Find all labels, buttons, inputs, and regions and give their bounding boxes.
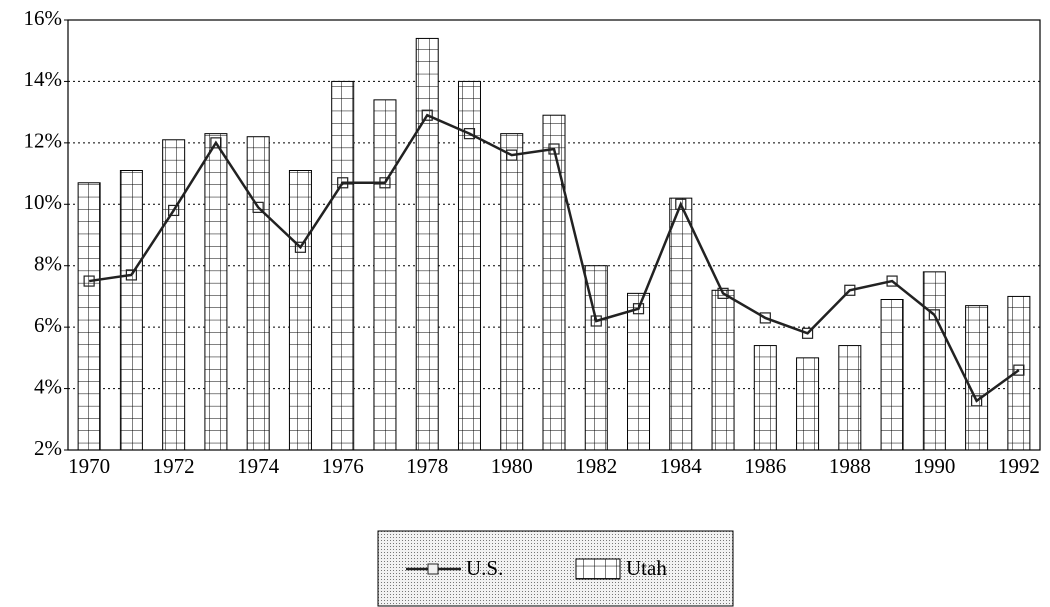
line-marker — [379, 177, 391, 189]
bar-pattern — [415, 37, 439, 451]
x-tick-label: 1990 — [913, 454, 955, 478]
y-tick-label: 10% — [24, 190, 63, 214]
plot-frame — [67, 19, 1041, 451]
line-marker — [548, 143, 560, 155]
x-tick-label: 1992 — [998, 454, 1040, 478]
legend-label: Utah — [626, 556, 667, 580]
legend-swatch-pattern — [575, 558, 621, 580]
bar-pattern — [542, 114, 566, 451]
y-tick-label: 8% — [34, 252, 62, 276]
bar-pattern — [77, 182, 101, 451]
line-marker — [759, 312, 771, 324]
x-tick-label: 1988 — [829, 454, 871, 478]
y-tick-label: 14% — [24, 67, 63, 91]
line-marker — [210, 137, 222, 149]
line-marker — [844, 284, 856, 296]
bar-pattern — [500, 133, 524, 451]
bar-pattern — [922, 271, 946, 451]
bar-pattern — [753, 345, 777, 451]
bar-pattern — [288, 170, 312, 451]
bar-pattern — [1007, 295, 1031, 451]
bar-pattern — [119, 170, 143, 451]
bar-pattern — [627, 292, 651, 451]
y-tick-label: 16% — [24, 6, 63, 30]
bar-pattern — [965, 305, 989, 451]
y-tick-label: 4% — [34, 374, 62, 398]
line-marker — [928, 309, 940, 321]
bar-pattern — [669, 197, 693, 451]
line-marker — [590, 315, 602, 327]
line-marker — [675, 198, 687, 210]
line-marker — [83, 275, 95, 287]
x-tick-label: 1978 — [406, 454, 448, 478]
bar-pattern — [796, 357, 820, 451]
x-tick-label: 1986 — [744, 454, 786, 478]
bar-pattern — [246, 136, 270, 451]
line-marker — [294, 241, 307, 253]
x-tick-label: 1982 — [575, 454, 617, 478]
bar-pattern — [331, 80, 355, 451]
line — [88, 113, 1020, 403]
bar-pattern — [838, 345, 862, 451]
x-tick-label: 1970 — [68, 454, 110, 478]
bar-pattern — [880, 299, 904, 451]
x-tick-label: 1972 — [153, 454, 195, 478]
y-tick-label: 12% — [24, 129, 63, 153]
line-marker — [632, 303, 645, 315]
y-tick-label: 2% — [34, 436, 62, 460]
line-marker — [886, 275, 898, 287]
line-marker — [1013, 364, 1025, 376]
bar-pattern — [162, 139, 186, 451]
bar-pattern — [373, 99, 397, 451]
line-marker — [125, 269, 137, 281]
bar-pattern — [204, 133, 228, 451]
bar-pattern — [711, 289, 735, 451]
line-marker — [971, 395, 983, 407]
y-tick-label: 6% — [34, 313, 62, 337]
line-marker — [506, 149, 518, 161]
x-tick-label: 1984 — [660, 454, 703, 478]
line-marker — [801, 327, 814, 339]
line-marker — [463, 128, 476, 140]
line-marker — [252, 201, 264, 213]
x-tick-label: 1974 — [237, 454, 280, 478]
legend-label: U.S. — [466, 556, 503, 580]
x-tick-label: 1980 — [491, 454, 533, 478]
line-marker — [337, 177, 349, 189]
legend-marker — [427, 563, 439, 575]
line-marker — [168, 204, 180, 217]
line-marker — [421, 109, 433, 121]
x-tick-label: 1976 — [322, 454, 364, 478]
line-marker — [717, 287, 729, 299]
